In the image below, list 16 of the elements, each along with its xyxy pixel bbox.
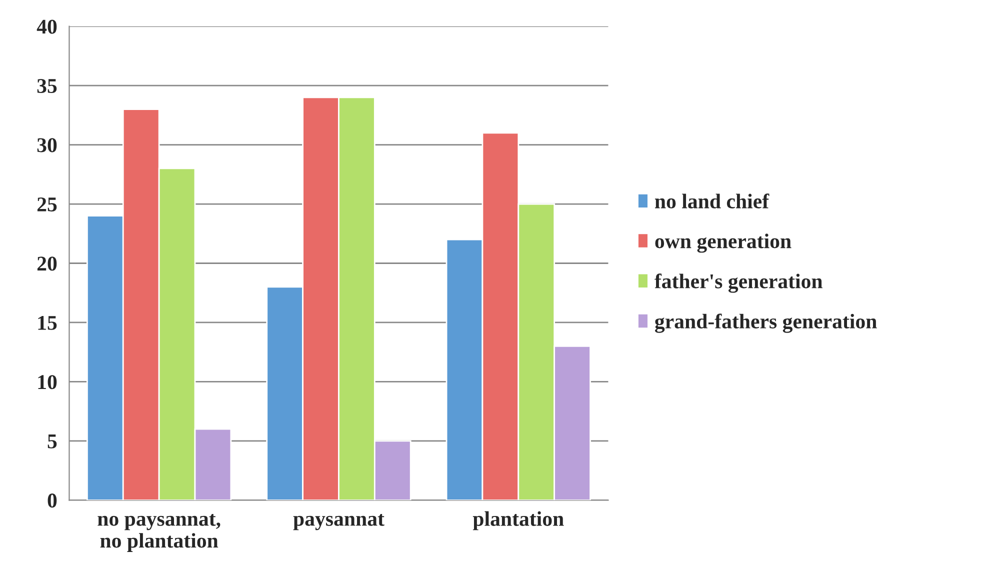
x-tick-label: no paysannat, no plantation: [98, 514, 220, 552]
y-tick-label: 30: [37, 138, 57, 152]
legend-label: grand-fathers generation: [654, 314, 877, 333]
legend-label: no land chief: [654, 194, 770, 208]
legend-label: father's generation: [654, 274, 822, 293]
y-tick-label: 20: [37, 256, 57, 271]
y-tick-label: 10: [38, 375, 57, 390]
x-tick-label: paysannat: [293, 514, 384, 530]
legend-label: own generation: [655, 234, 792, 253]
y-tick-label: 25: [37, 197, 57, 212]
y-tick-label: 35: [37, 78, 57, 93]
y-tick-label: 0: [48, 494, 57, 508]
x-tick-label: plantation: [472, 511, 564, 530]
y-tick-label: 5: [48, 434, 57, 448]
y-tick-label: 15: [38, 316, 57, 330]
y-tick-label: 40: [36, 20, 57, 34]
